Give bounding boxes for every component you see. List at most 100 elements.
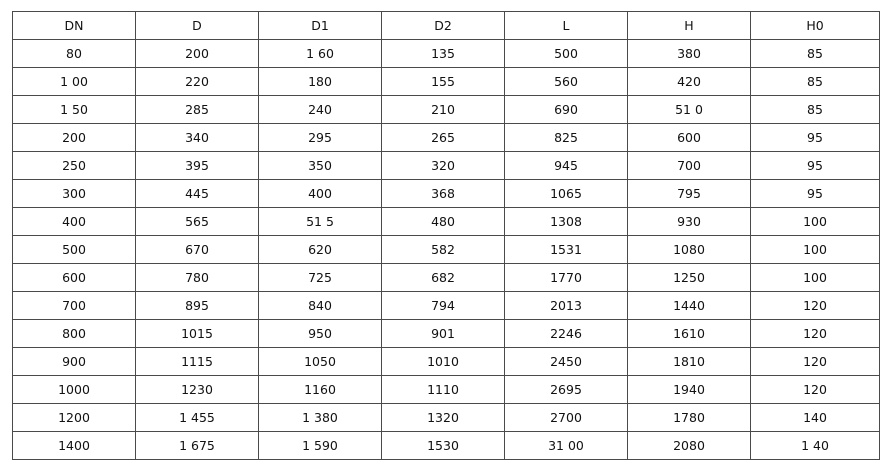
- table-row: 700 895 840 794 2013 1440 120: [12, 291, 880, 320]
- table-cell: 155: [381, 67, 505, 96]
- table-row: 1000 1230 1160 1110 2695 1940 120: [12, 375, 880, 404]
- table-cell: 340: [135, 123, 259, 152]
- table-row: 800 1015 950 901 2246 1610 120: [12, 319, 880, 348]
- table-cell: 800: [12, 319, 136, 348]
- table-cell: 582: [381, 235, 505, 264]
- column-header-d: D: [135, 11, 259, 40]
- table-cell: 2080: [627, 431, 751, 460]
- table-cell: 80: [12, 39, 136, 68]
- table-cell: 725: [258, 263, 382, 292]
- table-cell: 825: [504, 123, 628, 152]
- table-cell: 140: [750, 403, 880, 432]
- table-cell: 210: [381, 95, 505, 124]
- table-row: 400 565 51 5 480 1308 930 100: [12, 207, 880, 236]
- table-cell: 930: [627, 207, 751, 236]
- table-cell: 1 00: [12, 67, 136, 96]
- table-cell: 670: [135, 235, 259, 264]
- table-cell: 1940: [627, 375, 751, 404]
- table-cell: 100: [750, 207, 880, 236]
- table-cell: 1 455: [135, 403, 259, 432]
- table-cell: 1230: [135, 375, 259, 404]
- table-cell: 120: [750, 291, 880, 320]
- table-row: 900 1115 1050 1010 2450 1810 120: [12, 347, 880, 376]
- table-cell: 1 380: [258, 403, 382, 432]
- column-header-dn: DN: [12, 11, 136, 40]
- table-cell: 220: [135, 67, 259, 96]
- table-row: 600 780 725 682 1770 1250 100: [12, 263, 880, 292]
- table-cell: 1250: [627, 263, 751, 292]
- table-cell: 840: [258, 291, 382, 320]
- table-cell: 1810: [627, 347, 751, 376]
- table-cell: 1010: [381, 347, 505, 376]
- table-cell: 1531: [504, 235, 628, 264]
- table-cell: 565: [135, 207, 259, 236]
- table-cell: 795: [627, 179, 751, 208]
- table-cell: 135: [381, 39, 505, 68]
- table-cell: 180: [258, 67, 382, 96]
- table-cell: 295: [258, 123, 382, 152]
- table-cell: 2700: [504, 403, 628, 432]
- table-cell: 120: [750, 319, 880, 348]
- table-cell: 200: [12, 123, 136, 152]
- table-cell: 400: [258, 179, 382, 208]
- table-cell: 1 590: [258, 431, 382, 460]
- table-cell: 1530: [381, 431, 505, 460]
- table-cell: 900: [12, 347, 136, 376]
- dimensions-table: DN D D1 D2 L H H0 80 200 1 60 135 500 380 85 1 00 220 1…: [12, 11, 880, 460]
- table-cell: 85: [750, 95, 880, 124]
- column-header-l: L: [504, 11, 628, 40]
- table-cell: 1050: [258, 347, 382, 376]
- table-cell: 794: [381, 291, 505, 320]
- table-cell: 2695: [504, 375, 628, 404]
- table-cell: 85: [750, 39, 880, 68]
- table-cell: 400: [12, 207, 136, 236]
- column-header-d1: D1: [258, 11, 382, 40]
- column-header-d2: D2: [381, 11, 505, 40]
- table-cell: 250: [12, 151, 136, 180]
- table-cell: 120: [750, 347, 880, 376]
- table-row: 200 340 295 265 825 600 95: [12, 123, 880, 152]
- table-cell: 445: [135, 179, 259, 208]
- table-cell: 1200: [12, 403, 136, 432]
- column-header-h: H: [627, 11, 751, 40]
- table-cell: 120: [750, 375, 880, 404]
- table-cell: 100: [750, 235, 880, 264]
- table-cell: 1000: [12, 375, 136, 404]
- table-row: 250 395 350 320 945 700 95: [12, 151, 880, 180]
- table-cell: 2246: [504, 319, 628, 348]
- table-cell: 350: [258, 151, 382, 180]
- table-row: 1400 1 675 1 590 1530 31 00 2080 1 40: [12, 431, 880, 460]
- table-cell: 51 5: [258, 207, 382, 236]
- table-cell: 2013: [504, 291, 628, 320]
- table-cell: 1065: [504, 179, 628, 208]
- table-cell: 320: [381, 151, 505, 180]
- table-row: 80 200 1 60 135 500 380 85: [12, 39, 880, 68]
- table-cell: 95: [750, 123, 880, 152]
- table-row: 1 50 285 240 210 690 51 0 85: [12, 95, 880, 124]
- table-cell: 95: [750, 179, 880, 208]
- table-cell: 1440: [627, 291, 751, 320]
- table-cell: 1080: [627, 235, 751, 264]
- table-cell: 895: [135, 291, 259, 320]
- table-cell: 420: [627, 67, 751, 96]
- table-row: 500 670 620 582 1531 1080 100: [12, 235, 880, 264]
- table-cell: 85: [750, 67, 880, 96]
- table-cell: 1 60: [258, 39, 382, 68]
- table-cell: 95: [750, 151, 880, 180]
- header-row: DN D D1 D2 L H H0: [12, 11, 880, 40]
- table-cell: 1 675: [135, 431, 259, 460]
- table-row: 1200 1 455 1 380 1320 2700 1780 140: [12, 403, 880, 432]
- table-cell: 368: [381, 179, 505, 208]
- table-cell: 780: [135, 263, 259, 292]
- table-cell: 200: [135, 39, 259, 68]
- table-cell: 1770: [504, 263, 628, 292]
- table-cell: 1 40: [750, 431, 880, 460]
- table-cell: 901: [381, 319, 505, 348]
- table-cell: 600: [12, 263, 136, 292]
- table-cell: 1015: [135, 319, 259, 348]
- table-cell: 1400: [12, 431, 136, 460]
- table-cell: 1610: [627, 319, 751, 348]
- table-cell: 100: [750, 263, 880, 292]
- table-cell: 265: [381, 123, 505, 152]
- table-cell: 1 50: [12, 95, 136, 124]
